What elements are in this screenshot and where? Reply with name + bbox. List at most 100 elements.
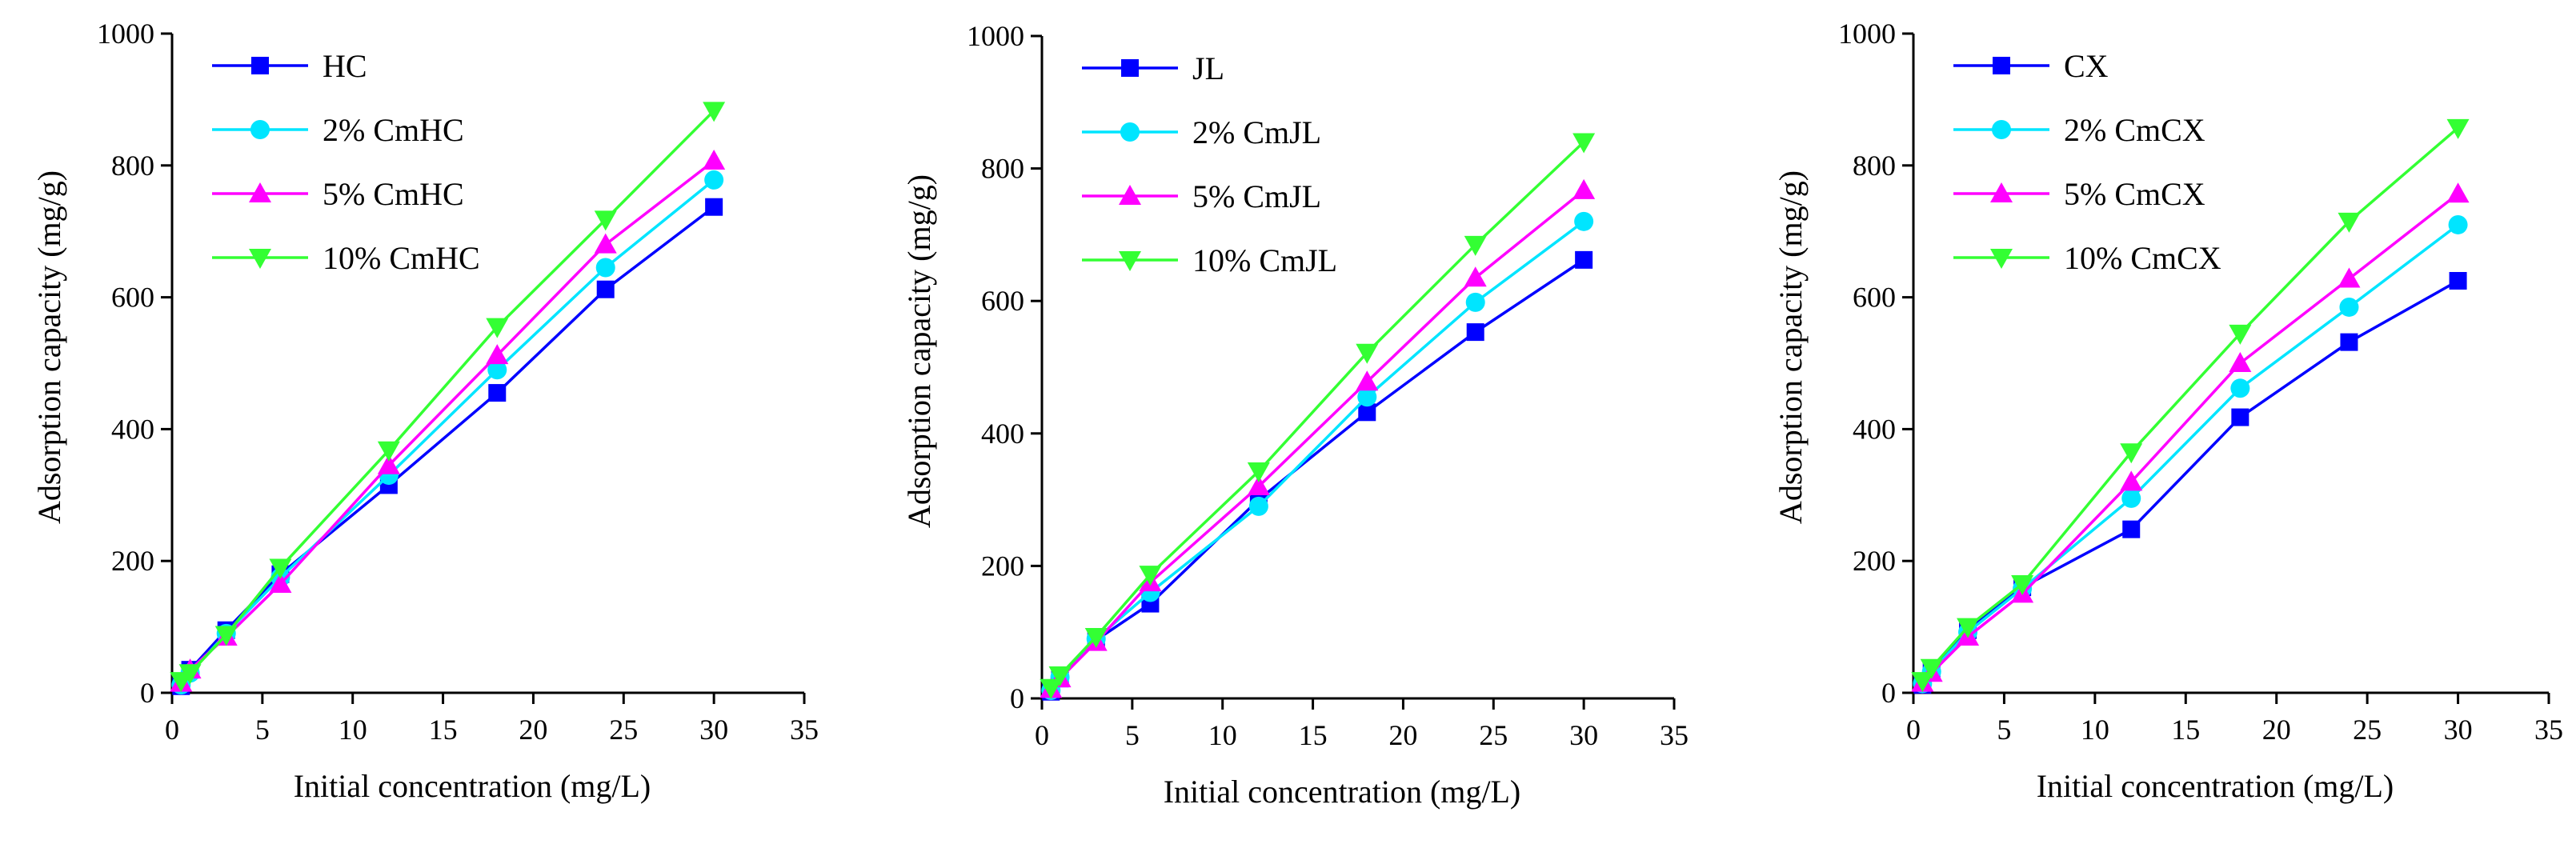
y-tick-label: 800: [1853, 150, 1896, 182]
x-axis-title: Initial concentration (mg/L): [2037, 768, 2394, 804]
legend-item: 10% CmCX: [1953, 240, 2221, 276]
x-tick-label: 35: [1660, 719, 1689, 751]
x-tick-label: 35: [2534, 714, 2563, 746]
x-tick-label: 10: [339, 714, 367, 746]
data-point: [2231, 408, 2249, 426]
data-point: [2120, 470, 2143, 491]
legend-label: 10% CmCX: [2064, 240, 2221, 276]
legend-item: 2% CmJL: [1082, 114, 1321, 150]
y-tick-label: 1000: [97, 18, 154, 50]
data-point: [2230, 378, 2250, 398]
data-point: [2229, 324, 2252, 345]
x-tick-label: 30: [2444, 714, 2473, 746]
data-point: [1464, 266, 1487, 287]
x-tick-label: 0: [1906, 714, 1921, 746]
series-2: [1041, 211, 1594, 701]
series-line: [179, 206, 715, 687]
data-point: [2011, 575, 2034, 596]
legend-marker: [250, 120, 270, 139]
y-tick-label: 600: [111, 282, 154, 314]
data-point: [594, 233, 617, 254]
data-point: [1466, 323, 1484, 342]
legend-label: 5% CmHC: [323, 176, 464, 212]
y-tick-label: 1000: [1838, 18, 1896, 50]
legend-label: 10% CmJL: [1192, 242, 1337, 278]
series-line: [1049, 220, 1585, 692]
y-tick-label: 0: [140, 677, 154, 709]
data-point: [2338, 212, 2361, 233]
data-point: [1575, 250, 1593, 269]
x-tick-label: 5: [255, 714, 270, 746]
legend-label: CX: [2064, 48, 2109, 84]
legend-item: CX: [1953, 48, 2109, 84]
legend-item: HC: [212, 48, 367, 84]
data-point: [1465, 292, 1485, 312]
data-point: [2120, 443, 2143, 464]
data-point: [2338, 267, 2361, 288]
x-tick-label: 5: [1125, 719, 1140, 751]
data-point: [703, 150, 726, 170]
legend-marker: [249, 182, 271, 202]
x-tick-label: 20: [2262, 714, 2291, 746]
legend-label: 2% CmHC: [323, 112, 464, 148]
data-point: [1572, 133, 1596, 154]
data-point: [214, 626, 238, 646]
data-point: [1356, 343, 1379, 364]
legend-item: 10% CmHC: [212, 240, 480, 276]
y-tick-label: 200: [111, 545, 154, 577]
series-1: [1042, 250, 1593, 701]
x-tick-label: 15: [1299, 719, 1328, 751]
data-point: [178, 664, 202, 685]
x-tick-label: 15: [429, 714, 458, 746]
y-tick-label: 800: [981, 153, 1024, 185]
series-4: [1911, 118, 2470, 693]
data-point: [2122, 520, 2141, 538]
y-tick-label: 600: [981, 285, 1024, 317]
legend-item: 5% CmHC: [212, 176, 464, 212]
data-point: [1139, 566, 1162, 586]
data-point: [1084, 627, 1108, 648]
y-tick-label: 0: [1010, 682, 1024, 714]
data-point: [2229, 352, 2252, 372]
legend: HC 2% CmHC 5% CmHC 10% CmHC: [212, 48, 480, 276]
data-point: [1048, 666, 1072, 687]
series-line: [1921, 279, 2459, 686]
series-3: [170, 150, 726, 692]
data-point: [596, 280, 615, 298]
legend: JL 2% CmJL 5% CmJL 10% CmJL: [1082, 50, 1337, 278]
series-4: [1040, 133, 1596, 699]
data-point: [705, 198, 723, 216]
data-point: [594, 210, 617, 231]
y-tick-label: 200: [1853, 545, 1896, 577]
legend-label: HC: [323, 48, 367, 84]
x-axis-title: Initial concentration (mg/L): [294, 768, 651, 804]
legend-label: 10% CmHC: [323, 240, 480, 276]
legend-marker: [1990, 249, 2013, 269]
data-point: [269, 573, 292, 594]
x-tick-label: 35: [790, 714, 819, 746]
series-line: [1049, 141, 1585, 689]
data-point: [1920, 658, 1943, 679]
chart-panel-2: 0 5 10 15 20 25 30 35 0 200 400 600 800 1000 Initial c…: [901, 20, 1689, 810]
legend-marker: [1120, 122, 1140, 142]
data-point: [2121, 488, 2141, 508]
data-point: [377, 454, 400, 474]
legend: CX 2% CmCX 5% CmCX 10% CmCX: [1953, 48, 2221, 276]
data-point: [1040, 678, 1063, 699]
legend-marker: [1993, 57, 2010, 74]
y-axis-title: Adsorption capacity (mg/g): [901, 174, 937, 528]
data-point: [704, 170, 724, 190]
y-tick-label: 800: [111, 150, 154, 182]
data-point: [1464, 235, 1487, 256]
legend-item: 2% CmCX: [1953, 112, 2205, 148]
y-tick-label: 600: [1853, 282, 1896, 314]
x-tick-label: 30: [699, 714, 728, 746]
data-point: [1957, 618, 1980, 638]
legend-label: JL: [1192, 50, 1224, 86]
data-point: [486, 344, 509, 365]
y-axis-title: Adsorption capacity (mg/g): [1773, 170, 1809, 524]
x-tick-label: 0: [165, 714, 179, 746]
data-point: [377, 441, 400, 462]
legend-marker: [1990, 182, 2013, 202]
